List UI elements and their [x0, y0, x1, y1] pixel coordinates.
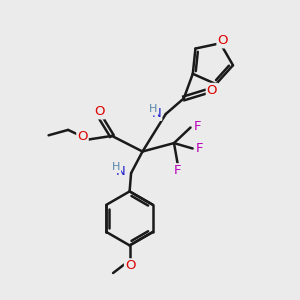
Text: O: O	[207, 84, 217, 97]
Text: F: F	[196, 142, 203, 155]
Text: O: O	[94, 105, 104, 119]
Text: O: O	[218, 34, 228, 47]
Text: H: H	[112, 162, 120, 172]
Text: N: N	[115, 165, 125, 178]
Text: F: F	[194, 119, 201, 133]
Text: N: N	[152, 107, 161, 120]
Text: F: F	[174, 164, 181, 177]
Text: O: O	[77, 130, 88, 143]
Text: O: O	[125, 259, 136, 272]
Text: H: H	[149, 104, 158, 115]
